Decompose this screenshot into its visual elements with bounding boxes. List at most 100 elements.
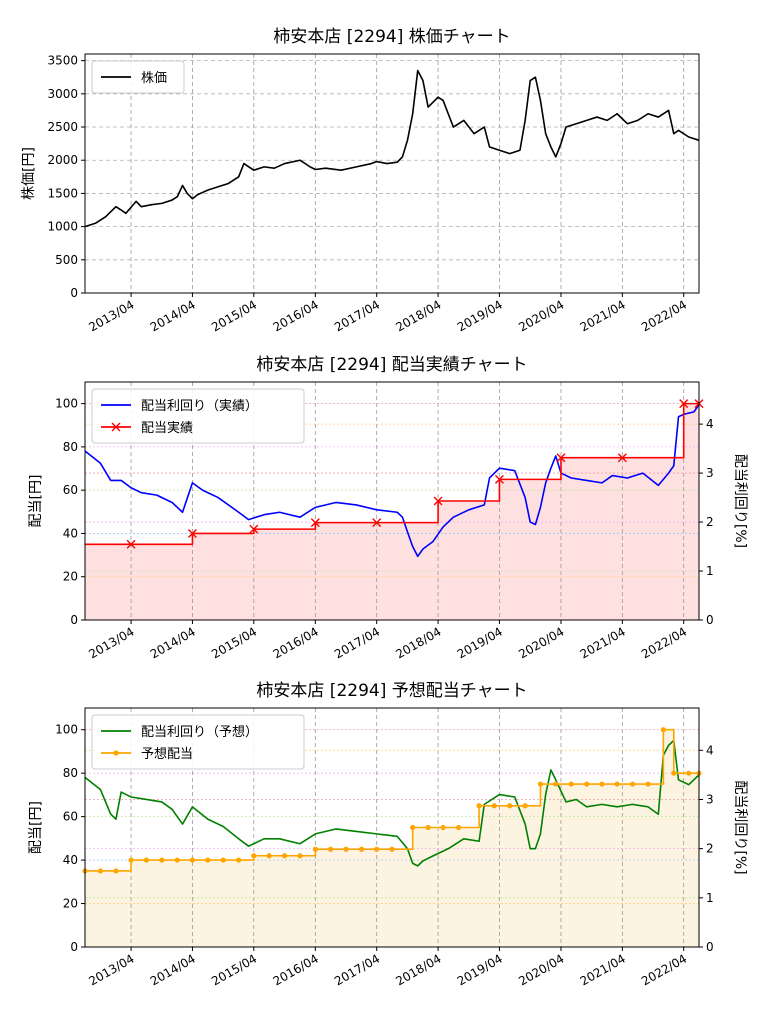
- y-tick-label-right: 2: [706, 515, 714, 529]
- x-tick-label: 2022/04: [639, 951, 689, 988]
- x-tick-label: 2015/04: [209, 297, 259, 334]
- x-tick-label: 2013/04: [86, 951, 136, 988]
- dividend-marker: [645, 781, 651, 787]
- dividend-marker: [433, 496, 443, 506]
- x-tick-label: 2017/04: [332, 297, 382, 334]
- y-tick-label: 2000: [47, 153, 78, 167]
- dividend-marker: [584, 781, 590, 787]
- y-tick-label: 3000: [47, 87, 78, 101]
- legend-marker: [113, 750, 119, 756]
- dividend-marker: [617, 453, 627, 463]
- dividend-marker: [425, 824, 431, 831]
- x-tick-label: 2021/04: [578, 297, 628, 334]
- y-axis-label-right: 配当利回り[%]: [732, 454, 748, 548]
- dividend-marker: [236, 857, 242, 863]
- legend-label: 配当利回り（予想）: [141, 724, 258, 740]
- series-line-1: [84, 69, 700, 228]
- dividend-marker: [455, 824, 462, 831]
- dividend-marker: [556, 453, 566, 463]
- dividend-marker: [126, 539, 136, 549]
- dividend-marker: [686, 770, 692, 776]
- legend-label: 配当利回り（実績）: [141, 398, 258, 414]
- legend-box: [91, 60, 185, 94]
- x-tick-label: 2014/04: [148, 624, 198, 661]
- axes-frame: [84, 53, 700, 294]
- dividend-marker: [159, 857, 165, 863]
- dividend-marker: [389, 846, 395, 852]
- x-tick-label: 2015/04: [209, 951, 259, 988]
- dividend-marker: [522, 803, 528, 809]
- dividend-marker: [568, 781, 574, 787]
- dividend-marker: [328, 846, 334, 852]
- dividend-marker: [679, 399, 689, 409]
- axes-frame: [84, 381, 700, 621]
- dividend-marker: [476, 803, 482, 809]
- legend-label: 予想配当: [141, 746, 193, 762]
- chart-panel-2: 0 20 40 60 80 100 0 1 2 3 4 2013/04 2014/04 2015/04 20…: [28, 355, 748, 662]
- dividend-marker: [629, 781, 636, 787]
- y-tick-label: 100: [55, 723, 78, 737]
- x-tick-label: 2014/04: [148, 951, 198, 988]
- dividend-fill-area: [85, 403, 699, 620]
- y-tick-label: 80: [63, 440, 78, 454]
- y-tick-label: 3500: [47, 54, 78, 68]
- chart-panel-1: 0 500 1000 1500 2000 2500 3000 3500 2013/04 2014/…: [21, 27, 700, 335]
- x-tick-label: 2013/04: [86, 624, 136, 661]
- x-tick-label: 2019/04: [455, 951, 505, 988]
- legend: 配当利回り（実績） 配当実績: [91, 388, 305, 444]
- y-tick-label: 500: [55, 253, 78, 267]
- dividend-marker: [249, 524, 259, 534]
- dividend-marker: [507, 803, 513, 809]
- x-tick-label: 2014/04: [148, 297, 198, 334]
- y-axis-label: 株価[円]: [21, 147, 37, 200]
- legend-label: 株価: [141, 71, 167, 86]
- legend-marker: [111, 422, 121, 432]
- chart-title: 柿安本店 [2294] 予想配当チャート: [256, 681, 527, 701]
- dividend-marker: [281, 853, 288, 859]
- dividend-marker: [537, 781, 544, 787]
- series-markers-2: [126, 399, 704, 549]
- x-tick-label: 2016/04: [271, 624, 321, 661]
- x-tick-label: 2015/04: [209, 624, 259, 661]
- x-tick-label: 2022/04: [639, 624, 689, 661]
- dividend-marker: [312, 846, 318, 852]
- legend-label: 配当実績: [141, 420, 193, 436]
- y-tick-label-right: 1: [706, 891, 714, 905]
- dividend-marker: [220, 857, 226, 863]
- x-tick-label: 2017/04: [332, 951, 382, 988]
- x-tick-label: 2019/04: [455, 297, 505, 334]
- dividend-marker: [491, 803, 497, 809]
- dividend-marker: [174, 857, 180, 863]
- y-tick-label: 80: [63, 766, 78, 780]
- x-tick-label: 2018/04: [393, 297, 443, 334]
- x-tick-label: 2018/04: [393, 624, 443, 661]
- y-tick-label-right: 0: [706, 940, 714, 954]
- y-tick-label: 100: [55, 397, 78, 411]
- legend-box: [91, 388, 305, 444]
- dividend-marker: [297, 853, 303, 859]
- y-tick-label: 0: [70, 613, 78, 627]
- dividend-marker: [671, 770, 677, 776]
- y-tick-label-right: 1: [706, 564, 714, 578]
- dividend-marker: [614, 781, 620, 787]
- grid-lines: [85, 708, 699, 947]
- x-tick-label: 2016/04: [271, 297, 321, 334]
- y-tick-label: 60: [63, 483, 78, 497]
- y-tick-label-right: 3: [706, 466, 714, 480]
- y-tick-label: 2500: [47, 120, 78, 134]
- dividend-marker: [553, 781, 559, 787]
- y-tick-label-right: 4: [706, 417, 714, 431]
- dividend-marker: [343, 846, 349, 852]
- y-tick-label: 60: [63, 810, 78, 824]
- dividend-marker: [660, 727, 666, 733]
- dividend-marker: [358, 846, 365, 852]
- dividend-marker: [410, 824, 416, 831]
- x-tick-label: 2013/04: [86, 297, 136, 334]
- x-tick-label: 2021/04: [578, 951, 628, 988]
- dividend-marker: [97, 868, 104, 874]
- dividend-marker: [143, 857, 149, 863]
- x-tick-label: 2019/04: [455, 624, 505, 661]
- dividend-marker: [205, 857, 211, 863]
- y-axis-label: 配当[円]: [28, 801, 44, 854]
